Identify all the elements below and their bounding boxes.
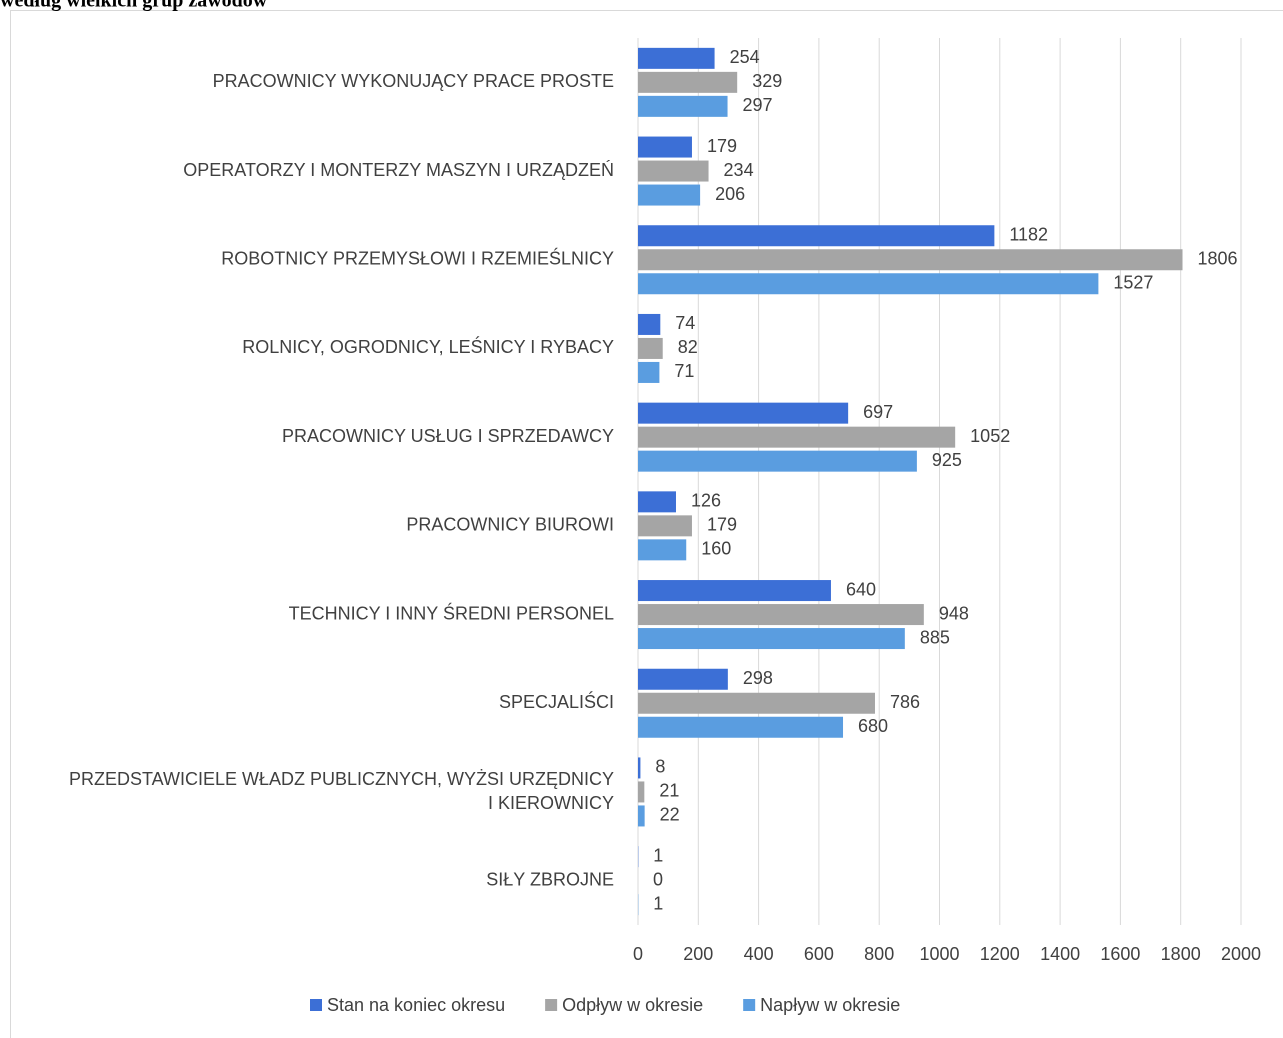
bar <box>638 716 844 738</box>
data-label: 1182 <box>1009 225 1048 245</box>
data-label: 640 <box>846 579 876 599</box>
data-label: 21 <box>659 781 679 801</box>
x-tick-label: 400 <box>744 944 774 964</box>
x-tick-label: 800 <box>864 944 894 964</box>
legend-label: Stan na koniec okresu <box>327 995 505 1015</box>
legend-label: Napływ w okresie <box>760 995 900 1015</box>
chart-border <box>10 10 1283 1038</box>
data-label: 885 <box>920 627 950 647</box>
bar <box>638 515 692 537</box>
bar <box>638 273 1099 295</box>
data-label: 1052 <box>970 426 1010 446</box>
y-tick-label: PRACOWNICY BIUROWI <box>406 515 614 535</box>
y-tick-label: SPECJALIŚCI <box>499 691 614 712</box>
bar <box>638 757 641 779</box>
data-label: 1806 <box>1198 249 1238 269</box>
bar <box>638 450 917 472</box>
bar <box>638 184 701 206</box>
y-tick-label-line: I KIEROWNICY <box>488 793 614 813</box>
data-label: 179 <box>707 136 737 156</box>
data-label: 948 <box>939 603 969 623</box>
chart-title: według wielkich grup zawodów <box>0 0 268 12</box>
bar <box>638 249 1183 271</box>
data-label: 297 <box>743 95 773 115</box>
bar <box>638 225 995 247</box>
data-label: 1 <box>653 893 663 913</box>
bar <box>638 491 676 513</box>
x-tick-label: 1400 <box>1040 944 1080 964</box>
legend-label: Odpływ w okresie <box>562 995 703 1015</box>
bar <box>638 692 875 714</box>
bar <box>638 361 660 383</box>
data-label: 697 <box>863 402 893 422</box>
bar <box>638 47 715 69</box>
data-label: 160 <box>701 539 731 559</box>
bar <box>638 160 709 182</box>
y-tick-label: PRACOWNICY USŁUG I SPRZEDAWCY <box>282 426 614 446</box>
y-tick-label-line: PRZEDSTAWICIELE WŁADZ PUBLICZNYCH, WYŻSI… <box>69 769 614 789</box>
y-tick-label: ROBOTNICY PRZEMYSŁOWI I RZEMIEŚLNICY <box>221 248 614 269</box>
x-tick-label: 1200 <box>980 944 1020 964</box>
y-tick-label: ROLNICY, OGRODNICY, LEŚNICY I RYBACY <box>242 336 614 357</box>
data-label: 1527 <box>1113 273 1153 293</box>
bar <box>638 313 661 335</box>
data-label: 74 <box>675 313 695 333</box>
data-label: 71 <box>674 361 694 381</box>
bar <box>638 402 849 424</box>
bar <box>638 668 728 690</box>
bar <box>638 604 924 626</box>
data-label: 8 <box>655 757 665 777</box>
x-tick-label: 1600 <box>1100 944 1140 964</box>
y-tick-label: OPERATORZY I MONTERZY MASZYN I URZĄDZEŃ <box>183 160 614 180</box>
data-label: 82 <box>678 337 698 357</box>
data-label: 0 <box>653 869 663 889</box>
y-tick-label: SIŁY ZBROJNE <box>486 869 614 889</box>
data-label: 329 <box>752 71 782 91</box>
data-label: 179 <box>707 515 737 535</box>
data-label: 786 <box>890 692 920 712</box>
data-label: 206 <box>715 184 745 204</box>
data-label: 234 <box>724 160 754 180</box>
data-label: 1 <box>653 845 663 865</box>
x-tick-label: 200 <box>683 944 713 964</box>
y-tick-label: TECHNICY I INNY ŚREDNI PERSONEL <box>289 602 614 623</box>
data-label: 126 <box>691 491 721 511</box>
legend-swatch <box>545 999 558 1011</box>
data-label: 22 <box>660 805 680 825</box>
data-label: 298 <box>743 668 773 688</box>
bar <box>638 136 692 158</box>
legend-swatch <box>743 999 756 1011</box>
data-label: 925 <box>932 450 962 470</box>
x-tick-label: 600 <box>804 944 834 964</box>
bar <box>638 580 831 602</box>
bar <box>638 95 728 117</box>
legend-swatch <box>310 999 322 1011</box>
data-label: 254 <box>730 47 760 67</box>
data-label: 680 <box>858 716 888 736</box>
bar <box>638 628 905 650</box>
x-tick-label: 1000 <box>919 944 959 964</box>
bar <box>638 426 956 448</box>
x-tick-label: 1800 <box>1161 944 1201 964</box>
bar <box>638 71 738 93</box>
bar <box>638 805 645 827</box>
y-tick-label: PRACOWNICY WYKONUJĄCY PRACE PROSTE <box>213 71 614 91</box>
bar <box>638 781 645 803</box>
bar <box>638 539 687 561</box>
x-tick-label: 2000 <box>1221 944 1261 964</box>
bar <box>638 337 663 359</box>
y-tick-label: PRZEDSTAWICIELE WŁADZ PUBLICZNYCH, WYŻSI… <box>69 769 614 813</box>
x-tick-label: 0 <box>633 944 643 964</box>
